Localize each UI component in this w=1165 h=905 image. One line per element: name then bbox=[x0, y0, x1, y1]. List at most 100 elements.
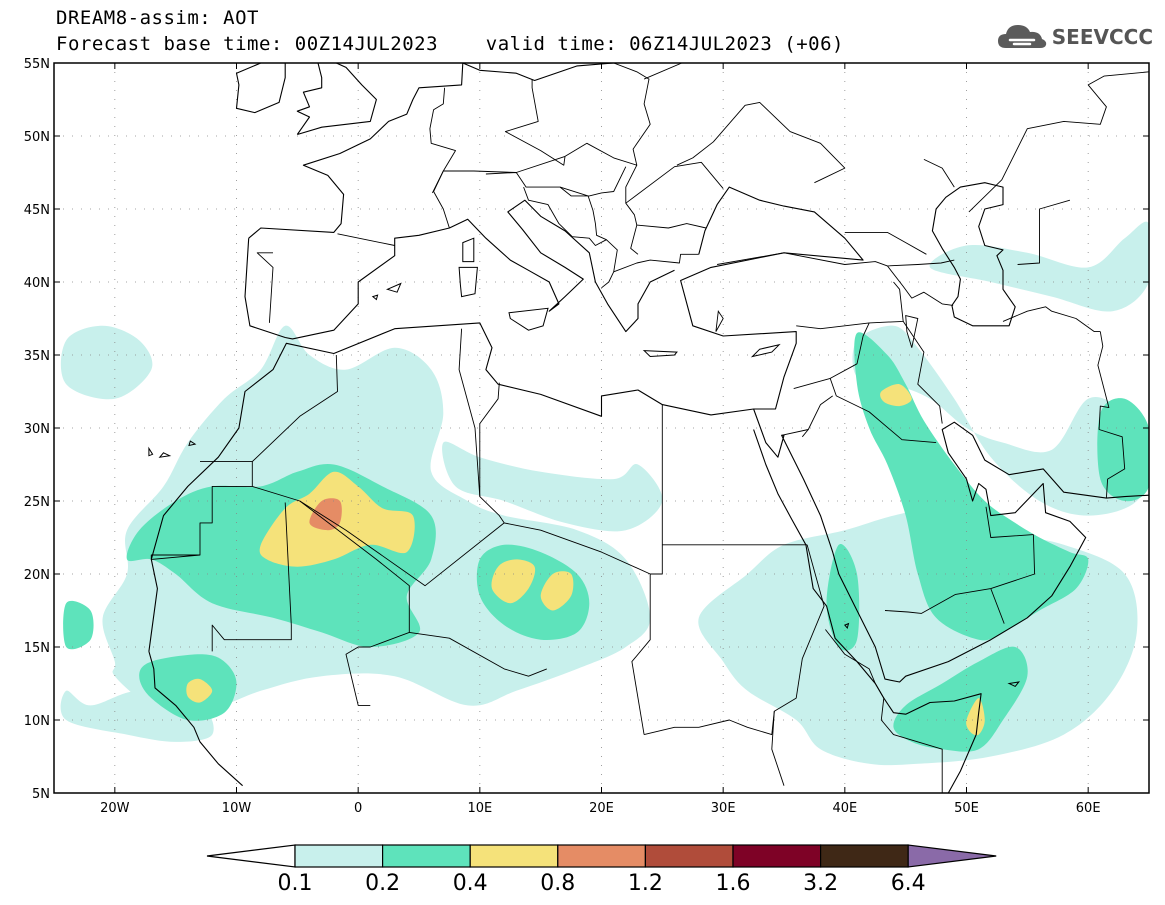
country-border bbox=[485, 166, 627, 197]
lat-tick-label: 25N bbox=[24, 495, 50, 510]
country-border bbox=[601, 253, 699, 289]
country-border bbox=[211, 502, 292, 652]
lake-outline bbox=[715, 309, 724, 332]
country-border bbox=[796, 281, 904, 330]
coastline bbox=[753, 408, 1149, 683]
country-border bbox=[825, 629, 876, 684]
lat-tick-label: 50N bbox=[24, 130, 50, 145]
colorbar-segment bbox=[819, 844, 909, 868]
colorbar-segment bbox=[557, 844, 646, 868]
country-border bbox=[1017, 199, 1071, 265]
country-border bbox=[990, 588, 1005, 624]
island-outline bbox=[385, 282, 402, 293]
country-border bbox=[643, 63, 682, 80]
colorbar-label: 6.4 bbox=[891, 871, 926, 896]
country-border bbox=[717, 252, 955, 267]
coastline bbox=[148, 651, 243, 787]
aot-contour-c01 bbox=[852, 325, 1149, 516]
country-border bbox=[409, 631, 547, 677]
coastline bbox=[931, 182, 1016, 327]
country-border bbox=[923, 158, 955, 188]
country-border bbox=[902, 321, 943, 424]
lon-tick-label: 40E bbox=[832, 801, 857, 816]
country-border bbox=[636, 223, 707, 229]
country-border bbox=[874, 683, 943, 793]
lat-tick-label: 45N bbox=[24, 203, 50, 218]
country-border bbox=[650, 404, 663, 575]
aot-contour-c01 bbox=[929, 221, 1149, 312]
country-border bbox=[801, 429, 809, 438]
island-outline bbox=[158, 452, 172, 458]
country-border bbox=[504, 79, 639, 255]
forecast-time-subtitle: Forecast base time: 00Z14JUL2023 valid t… bbox=[56, 33, 844, 55]
lat-tick-label: 15N bbox=[24, 641, 50, 656]
country-border bbox=[884, 534, 1036, 614]
coastline bbox=[248, 63, 614, 239]
country-border bbox=[625, 161, 724, 204]
country-border bbox=[676, 101, 846, 184]
aot-contour-c04 bbox=[880, 384, 912, 407]
country-border bbox=[968, 71, 1149, 213]
coastline bbox=[296, 63, 377, 136]
country-border bbox=[1002, 306, 1101, 333]
aot-contour-c04 bbox=[186, 678, 213, 703]
aot-contour-c02 bbox=[854, 332, 1089, 641]
aot-contour-c02 bbox=[63, 600, 94, 650]
lon-tick-label: 0 bbox=[354, 801, 362, 816]
colorbar-low-triangle bbox=[206, 844, 296, 868]
lon-tick-label: 20W bbox=[100, 801, 130, 816]
aot-contour-c02 bbox=[1097, 398, 1149, 502]
country-border bbox=[559, 186, 607, 241]
island-outline bbox=[508, 307, 549, 331]
lat-tick-label: 35N bbox=[24, 349, 50, 364]
coastline bbox=[235, 63, 286, 114]
map-axis-ticks: 55N 50N 45N 40N 35N 30N 25N 20N 15N 10N 5N 20W 10W 0 1… bbox=[24, 57, 1149, 816]
country-border bbox=[523, 186, 618, 272]
lat-tick-label: 20N bbox=[24, 568, 50, 583]
island-outline bbox=[642, 350, 678, 358]
aot-plumes bbox=[60, 221, 1149, 766]
country-border bbox=[985, 506, 1034, 538]
island-outline bbox=[371, 294, 379, 301]
colorbar-segment bbox=[294, 844, 384, 868]
aot-colorbar: 0.1 0.2 0.4 0.8 1.2 1.6 3.2 6.4 bbox=[206, 844, 997, 896]
country-border bbox=[613, 63, 651, 166]
island-outline bbox=[462, 237, 475, 263]
lat-tick-label: 55N bbox=[24, 57, 50, 72]
lake-outline bbox=[905, 315, 919, 348]
map-coastlines-borders bbox=[148, 63, 1149, 793]
aot-contour-c04 bbox=[491, 559, 536, 604]
country-border bbox=[299, 500, 410, 706]
lon-tick-label: 30E bbox=[711, 801, 736, 816]
lat-tick-label: 10N bbox=[24, 714, 50, 729]
island-outline bbox=[148, 446, 154, 457]
island-outline bbox=[843, 622, 850, 630]
colorbar-segment bbox=[469, 844, 559, 868]
lat-tick-label: 5N bbox=[32, 787, 50, 802]
aot-contour-c01 bbox=[442, 441, 663, 532]
lat-tick-label: 30N bbox=[24, 422, 50, 437]
lon-tick-label: 60E bbox=[1076, 801, 1101, 816]
island-outline bbox=[458, 266, 478, 298]
island-outline bbox=[188, 440, 197, 447]
map-title: DREAM8-assim: AOT bbox=[56, 7, 259, 29]
colorbar-label: 3.2 bbox=[803, 871, 838, 896]
country-border bbox=[781, 395, 833, 436]
colorbar-label: 0.2 bbox=[365, 871, 400, 896]
aot-contour-c01 bbox=[60, 325, 153, 400]
country-border bbox=[458, 328, 505, 524]
cloud-icon bbox=[997, 25, 1046, 48]
country-border bbox=[829, 322, 937, 444]
country-border bbox=[479, 382, 500, 497]
country-border bbox=[429, 87, 456, 229]
colorbar-label: 0.8 bbox=[540, 871, 575, 896]
colorbar-segment bbox=[382, 844, 471, 868]
colorbar-segment bbox=[732, 844, 822, 868]
country-border bbox=[251, 354, 338, 462]
country-border bbox=[643, 711, 775, 736]
aot-contour-c04 bbox=[540, 571, 574, 611]
colorbar-segment bbox=[644, 844, 734, 868]
country-border bbox=[337, 233, 395, 246]
colorbar-label: 0.1 bbox=[278, 871, 313, 896]
